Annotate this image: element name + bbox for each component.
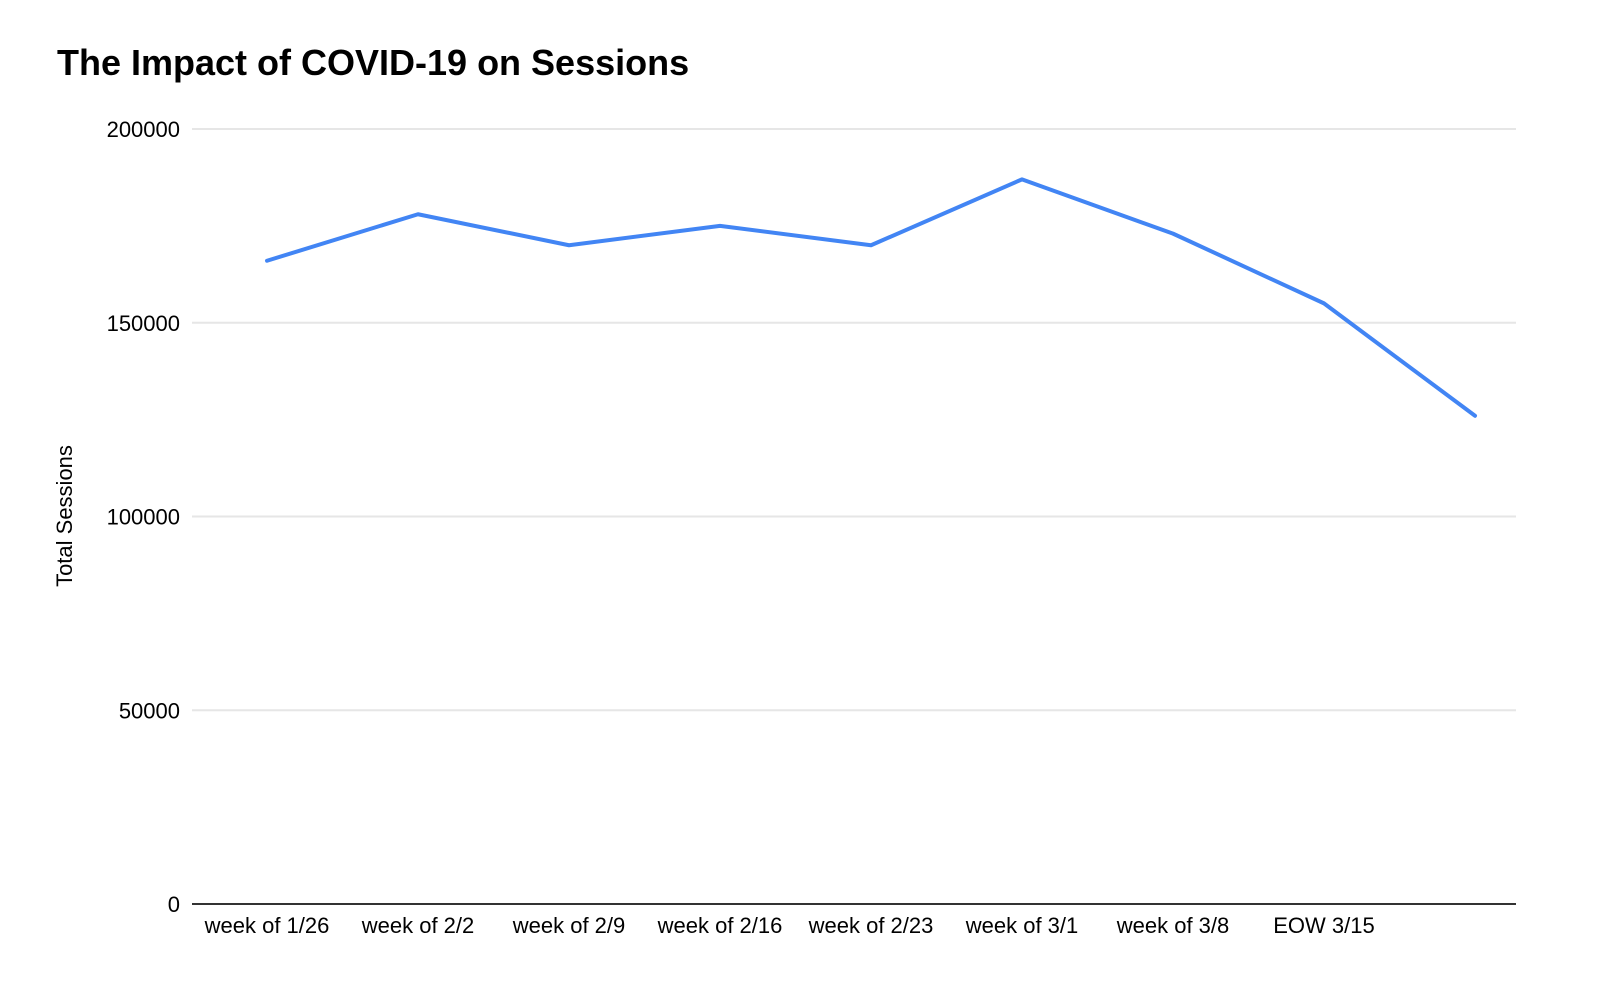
series-line-total-sessions <box>265 177 1477 418</box>
x-tick-label: EOW 3/15 <box>1273 913 1374 938</box>
y-tick-label: 100000 <box>107 505 180 530</box>
x-tick-label: week of 2/2 <box>361 913 475 938</box>
x-tick-label: week of 2/9 <box>512 913 626 938</box>
x-tick-label: week of 3/8 <box>1116 913 1230 938</box>
x-tick-label: week of 2/23 <box>808 913 934 938</box>
x-tick-label: week of 2/16 <box>657 913 783 938</box>
x-tick-label: week of 1/26 <box>204 913 330 938</box>
y-tick-label: 50000 <box>119 698 180 723</box>
y-tick-label: 200000 <box>107 117 180 142</box>
y-tick-label: 0 <box>168 892 180 917</box>
x-tick-label: week of 3/1 <box>965 913 1079 938</box>
chart-title: The Impact of COVID-19 on Sessions <box>57 42 690 83</box>
y-tick-label: 150000 <box>107 311 180 336</box>
